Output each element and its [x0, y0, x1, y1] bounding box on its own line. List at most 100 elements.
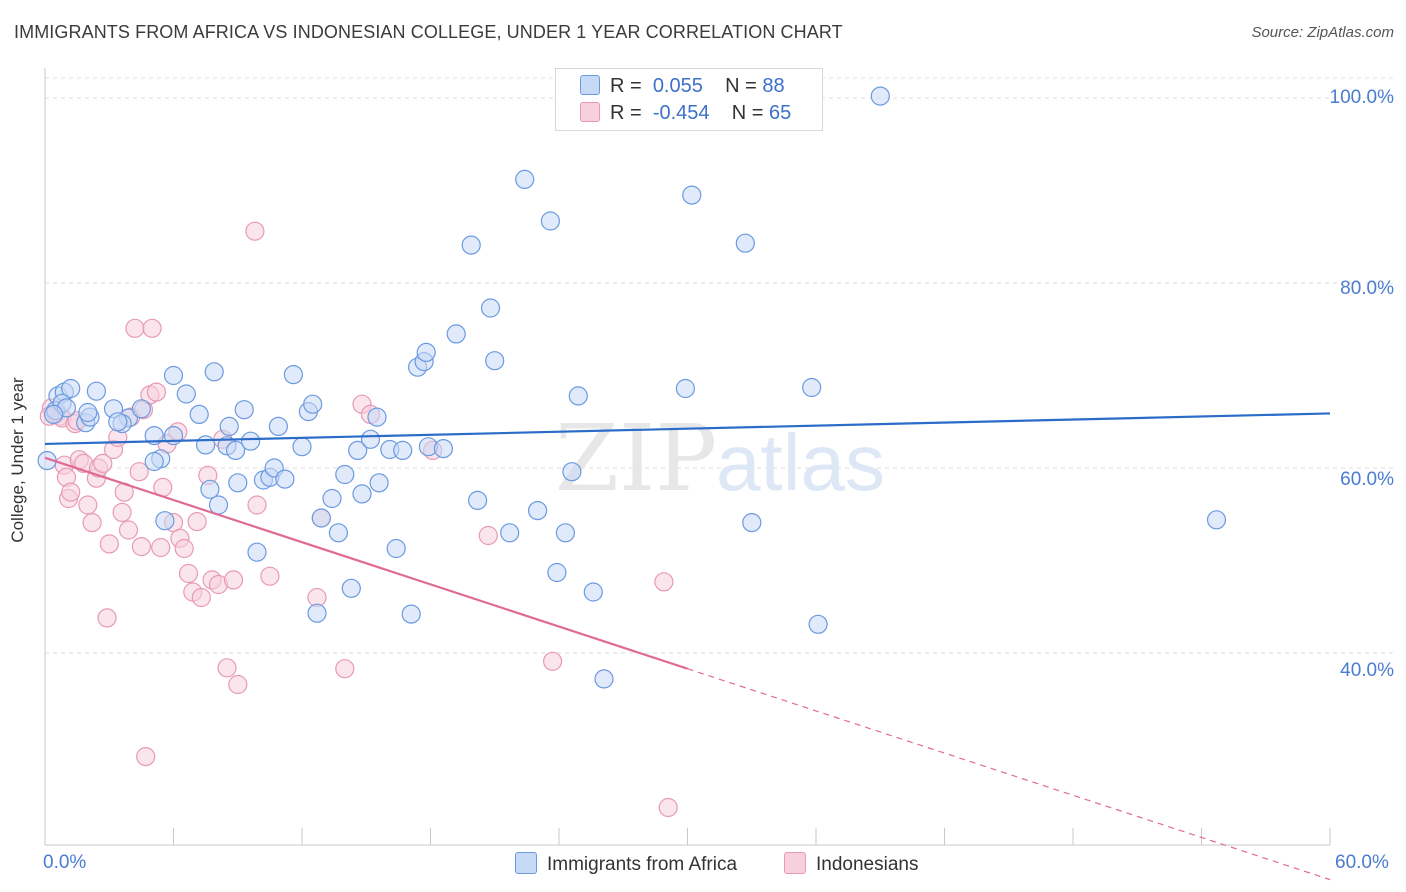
immigrants-from-africa-point-29 — [229, 474, 247, 492]
immigrants-from-africa-point-44 — [323, 490, 341, 508]
legend-item-indonesians[interactable]: Indonesians — [784, 852, 918, 876]
indonesians-point-42 — [192, 589, 210, 607]
x-tick-label-min: 0.0% — [43, 852, 86, 874]
indonesians-point-22 — [120, 521, 138, 539]
immigrants-from-africa-point-54 — [387, 540, 405, 558]
indonesians-point-50 — [246, 222, 264, 240]
indonesians-point-11 — [79, 496, 97, 514]
n-value-blue: 88 — [762, 75, 784, 97]
legend-label-pink: Indonesians — [816, 854, 918, 875]
immigrants-from-africa-point-31 — [242, 432, 260, 450]
indonesians-point-47 — [218, 659, 236, 677]
correlation-stats-box: R = 0.055 N = 88 R = -0.454 N = 65 — [555, 68, 823, 131]
indonesians-point-38 — [175, 540, 193, 558]
r-label: R = — [610, 75, 642, 97]
immigrants-from-africa-point-42 — [308, 604, 326, 622]
immigrants-from-africa-point-30 — [235, 401, 253, 419]
r-value-blue: 0.055 — [653, 75, 703, 97]
indonesians-point-32 — [152, 539, 170, 557]
indonesians-point-17 — [100, 535, 118, 553]
indonesians-point-28 — [137, 748, 155, 766]
immigrants-from-africa-point-81 — [803, 379, 821, 397]
stats-row-blue: R = 0.055 N = 88 — [580, 75, 785, 101]
indonesians-point-48 — [225, 571, 243, 589]
immigrants-from-africa-point-20 — [177, 385, 195, 403]
indonesians-point-52 — [261, 567, 279, 585]
indonesians-point-62 — [659, 799, 677, 817]
immigrants-from-africa-point-27 — [220, 417, 238, 435]
pink-legend-swatch-icon — [784, 852, 806, 874]
trend-line-indonesians-extension — [688, 669, 1331, 880]
immigrants-from-africa-point-61 — [434, 440, 452, 458]
immigrants-from-africa-point-49 — [353, 485, 371, 503]
immigrants-from-africa-point-43 — [312, 509, 330, 527]
immigrants-from-africa-point-23 — [201, 480, 219, 498]
y-tick-label-60: 60.0% — [1340, 469, 1394, 491]
watermark: ZIP atlas — [555, 405, 885, 512]
y-axis-label: College, Under 1 year — [8, 377, 28, 542]
y-tick-label-40: 40.0% — [1340, 660, 1394, 682]
pink-swatch-icon — [580, 102, 600, 122]
indonesians-point-51 — [248, 496, 266, 514]
immigrants-from-africa-point-69 — [529, 502, 547, 520]
n-value-pink: 65 — [769, 102, 791, 124]
immigrants-from-africa-point-25 — [210, 496, 228, 514]
stats-row-pink: R = -0.454 N = 65 — [580, 102, 791, 128]
indonesians-point-16 — [98, 609, 116, 627]
immigrants-from-africa-point-21 — [190, 405, 208, 423]
immigrants-from-africa-point-39 — [293, 438, 311, 456]
n-label: N = — [732, 102, 764, 124]
indonesians-point-49 — [229, 676, 247, 694]
immigrants-from-africa-point-32 — [248, 543, 266, 561]
immigrants-from-africa-point-52 — [370, 474, 388, 492]
immigrants-from-africa-point-22 — [197, 436, 215, 454]
blue-swatch-icon — [580, 75, 600, 95]
immigrants-from-africa-point-75 — [584, 583, 602, 601]
watermark-zip: ZIP — [555, 405, 717, 512]
immigrants-from-africa-point-13 — [109, 413, 127, 431]
legend-label-blue: Immigrants from Africa — [547, 854, 737, 875]
watermark-atlas: atlas — [716, 418, 885, 507]
immigrants-from-africa-point-72 — [556, 524, 574, 542]
immigrants-from-africa-point-82 — [809, 615, 827, 633]
immigrants-from-africa-point-41 — [304, 395, 322, 413]
immigrants-from-africa-point-38 — [284, 366, 302, 384]
immigrants-from-africa-point-56 — [402, 605, 420, 623]
immigrants-from-africa-point-64 — [469, 491, 487, 509]
indonesians-point-61 — [655, 573, 673, 591]
indonesians-point-12 — [83, 514, 101, 532]
immigrants-from-africa-point-76 — [595, 670, 613, 688]
indonesians-point-39 — [180, 565, 198, 583]
immigrants-from-africa-point-46 — [336, 466, 354, 484]
immigrants-from-africa-point-66 — [486, 352, 504, 370]
immigrants-from-africa-point-6 — [87, 382, 105, 400]
immigrants-from-africa-point-51 — [368, 408, 386, 426]
immigrants-from-africa-point-79 — [736, 234, 754, 252]
immigrants-from-africa-point-37 — [276, 470, 294, 488]
scatter-chart: ZIP atlas — [0, 0, 1406, 892]
indonesians-point-60 — [544, 652, 562, 670]
immigrants-from-africa-point-24 — [205, 363, 223, 381]
gridlines — [45, 78, 1395, 653]
immigrants-from-africa-point-74 — [569, 387, 587, 405]
indonesians-point-26 — [132, 538, 150, 556]
indonesians-point-59 — [479, 527, 497, 545]
indonesians-point-30 — [143, 319, 161, 337]
immigrants-from-africa-point-36 — [269, 417, 287, 435]
immigrants-from-africa-point-84 — [1208, 511, 1226, 529]
r-label: R = — [610, 102, 642, 124]
indonesians-point-41 — [188, 513, 206, 531]
immigrants-from-africa-point-45 — [329, 524, 347, 542]
indonesians-point-31 — [147, 383, 165, 401]
legend-item-immigrants-from-africa[interactable]: Immigrants from Africa — [515, 852, 737, 876]
immigrants-from-africa-point-62 — [447, 325, 465, 343]
immigrants-from-africa-point-55 — [394, 441, 412, 459]
immigrants-from-africa-point-78 — [683, 186, 701, 204]
immigrants-from-africa-point-77 — [676, 380, 694, 398]
indonesians-point-20 — [113, 503, 131, 521]
immigrants-from-africa-point-87 — [45, 405, 63, 423]
immigrants-from-africa-point-65 — [482, 299, 500, 317]
blue-legend-swatch-icon — [515, 852, 537, 874]
immigrants-from-africa-point-83 — [871, 87, 889, 105]
immigrants-from-africa-point-86 — [79, 404, 97, 422]
